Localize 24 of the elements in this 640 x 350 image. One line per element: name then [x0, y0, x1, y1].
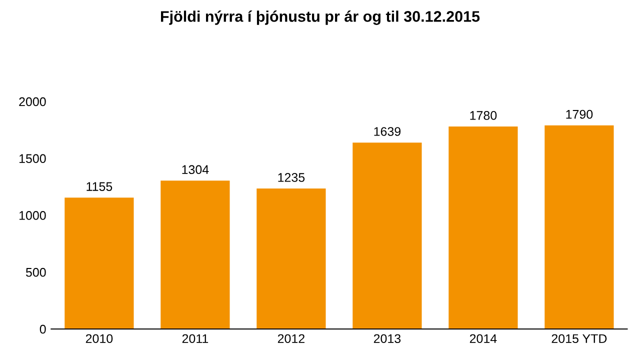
- y-tick-label: 500: [26, 268, 46, 277]
- bar: [64, 198, 134, 329]
- data-label: 1235: [278, 173, 305, 182]
- y-tick-label: 0: [40, 324, 46, 334]
- data-label: 1155: [86, 182, 112, 191]
- y-tick-label: 1500: [19, 154, 46, 164]
- chart-title: Fjöldi nýrra í þjónustu pr ár og til 30.12.2015: [161, 10, 480, 25]
- x-tick-label: 2015 YTD: [552, 334, 607, 344]
- y-tick-label: 2000: [19, 97, 46, 106]
- x-tick-label: 2012: [278, 334, 304, 344]
- bar: [352, 142, 422, 329]
- bar: [160, 180, 230, 329]
- y-tick-label: 1000: [19, 211, 46, 220]
- data-label: 1639: [374, 127, 401, 136]
- x-tick-label: 2013: [374, 334, 401, 344]
- bar: [256, 188, 326, 329]
- x-tick-label: 2014: [470, 334, 497, 344]
- data-label: 1780: [470, 111, 497, 120]
- x-tick-label: 2011: [182, 334, 208, 344]
- bar: [448, 126, 518, 329]
- bar: [544, 125, 614, 329]
- data-label: 1304: [182, 165, 209, 174]
- x-tick-label: 2010: [86, 334, 113, 344]
- data-label: 1790: [566, 110, 593, 119]
